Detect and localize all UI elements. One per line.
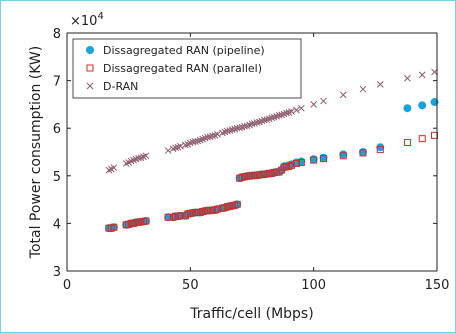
dran-point-51 (268, 114, 276, 122)
y-tick-label: 3 (53, 265, 61, 280)
dran-point-66 (376, 81, 384, 88)
parallel-point-6 (130, 219, 138, 227)
dran-point-48 (260, 116, 268, 124)
pipeline-point-67 (403, 104, 412, 113)
legend-label: Dissagregated RAN (pipeline) (103, 44, 265, 57)
parallel-point-66 (376, 146, 384, 154)
data-points (104, 68, 439, 233)
dran-point-64 (339, 91, 347, 99)
parallel-point-63 (320, 155, 328, 163)
parallel-point-67 (403, 138, 411, 146)
x-axis-label: Traffic/cell (Mbps) (189, 306, 313, 322)
parallel-point-32 (221, 204, 229, 212)
parallel-point-54 (275, 168, 283, 176)
legend-entry-dran: D-RAN (86, 80, 138, 93)
parallel-point-12 (164, 213, 172, 221)
dran-point-38 (236, 124, 244, 132)
dran-point-33 (223, 127, 231, 135)
dran-point-12 (164, 147, 172, 154)
dran-point-14 (172, 144, 179, 152)
dran-point-45 (253, 119, 261, 126)
dran-point-16 (177, 142, 184, 150)
legend-marker-2 (86, 82, 94, 90)
parallel-point-2 (110, 223, 118, 231)
legend-entry-pipeline: Dissagregated RAN (pipeline) (86, 44, 265, 57)
plot-axes-box (66, 32, 438, 272)
dran-point-54 (275, 111, 283, 119)
parallel-point-62 (310, 156, 318, 164)
parallel-point-68 (418, 135, 426, 143)
dran-point-65 (359, 85, 367, 93)
parallel-point-51 (268, 169, 276, 177)
parallel-point-37 (233, 200, 241, 208)
dran-point-30 (214, 131, 221, 138)
y-tick-label: 4 (53, 217, 61, 232)
parallel-point-29 (211, 206, 219, 214)
parallel-point-11 (142, 217, 150, 225)
parallel-point-64 (339, 152, 347, 160)
legend-label: Dissagregated RAN (parallel) (103, 62, 262, 75)
parallel-point-1 (107, 224, 115, 232)
x-tick-label: 150 (425, 278, 450, 293)
legend: Dissagregated RAN (pipeline) Dissagregate… (72, 38, 302, 99)
dran-point-17 (182, 141, 189, 149)
y-tick-label: 6 (53, 122, 61, 137)
dran-point-26 (204, 133, 211, 141)
legend-label: D-RAN (103, 80, 138, 93)
dran-point-61 (297, 104, 305, 112)
x-tick-label: 0 (63, 278, 71, 293)
parallel-point-30 (213, 205, 221, 213)
dran-point-62 (310, 101, 318, 108)
dran-point-68 (418, 71, 426, 79)
parallel-point-59 (287, 161, 295, 169)
parallel-point-61 (297, 158, 305, 166)
x-tick-label: 100 (301, 278, 326, 293)
dran-point-40 (241, 122, 248, 130)
parallel-point-13 (169, 213, 177, 221)
dran-point-59 (288, 108, 295, 115)
dran-point-21 (191, 138, 199, 145)
dran-point-8 (135, 154, 142, 162)
pipeline-point-68 (418, 101, 427, 110)
parallel-point-58 (285, 162, 293, 170)
dran-point-35 (228, 126, 236, 133)
dran-point-67 (404, 74, 411, 82)
legend-entry-parallel: Dissagregated RAN (parallel) (86, 62, 262, 75)
parallel-point-4 (125, 220, 133, 228)
dran-point-60 (293, 106, 300, 114)
dran-point-63 (320, 97, 327, 105)
parallel-point-16 (176, 212, 184, 220)
parallel-point-69 (431, 131, 439, 139)
x-tick-label: 50 (182, 278, 199, 293)
dran-point-11 (142, 152, 150, 160)
y-axis-label: Total Power consumption (KW) (28, 46, 44, 259)
parallel-point-60 (292, 159, 300, 167)
dran-point-28 (209, 132, 216, 140)
parallel-point-38 (236, 174, 244, 182)
dran-point-57 (283, 109, 290, 117)
parallel-point-23 (196, 208, 204, 216)
y-tick-label: 8 (53, 27, 61, 42)
legend-marker-0 (86, 46, 94, 54)
y-multiplier: ×104 (70, 11, 104, 29)
parallel-point-36 (231, 201, 239, 209)
legend-box (72, 38, 302, 99)
pipeline-point-66 (376, 143, 385, 152)
y-tick-label: 7 (53, 75, 61, 90)
parallel-point-65 (359, 149, 367, 157)
legend-marker-1 (86, 64, 94, 72)
dran-point-43 (248, 120, 256, 128)
dran-point-2 (110, 164, 118, 172)
y-tick-label: 5 (53, 170, 61, 185)
parallel-point-17 (181, 212, 189, 220)
